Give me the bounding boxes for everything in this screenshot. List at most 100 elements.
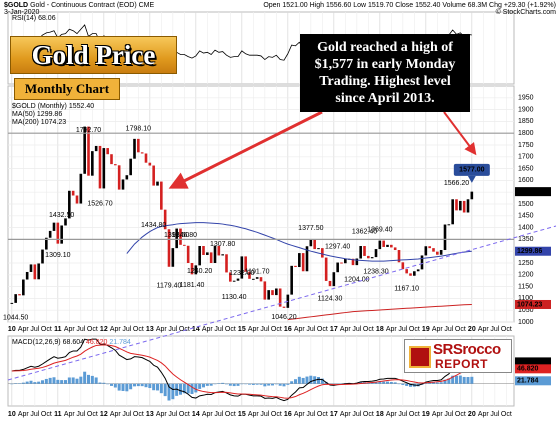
legend-value: 68.06: [38, 15, 56, 22]
candle: [175, 228, 178, 249]
histogram-bar: [386, 381, 389, 384]
histogram-bar: [75, 378, 79, 384]
x-tick-label: 15: [238, 326, 246, 333]
x-tick-label: Jul: [398, 326, 407, 333]
candle: [336, 262, 339, 273]
candle: [213, 246, 217, 263]
histogram-bar: [274, 383, 278, 385]
histogram-bar: [113, 383, 117, 388]
candle: [259, 277, 263, 282]
price-annotation: 1179.40: [157, 283, 182, 290]
histogram-bar: [117, 383, 121, 391]
x-tick-label: 14: [192, 411, 200, 418]
candle: [267, 290, 270, 300]
histogram-bar: [87, 374, 90, 384]
x-tick-label: Apr: [478, 326, 490, 333]
histogram-bar: [278, 383, 282, 386]
y-tick-label: 1250: [518, 260, 534, 267]
legend-value: 21.784: [109, 339, 131, 346]
candle: [294, 265, 297, 268]
price-annotation: 1191.70: [245, 269, 270, 276]
x-tick-label: Jul: [260, 326, 269, 333]
histogram-bar: [240, 383, 244, 385]
candle: [33, 264, 37, 280]
histogram-bar: [190, 383, 194, 395]
price-annotation: 1238.30: [363, 269, 388, 276]
histogram-bar: [424, 383, 428, 384]
x-tick-label: 16: [284, 411, 292, 418]
histogram-bar: [259, 383, 263, 385]
candle: [202, 246, 205, 255]
histogram-bar: [359, 382, 363, 384]
date: 3-Jan-2020: [4, 9, 40, 16]
candle: [87, 126, 90, 176]
histogram-bar: [244, 383, 248, 385]
x-tick-label: Oct: [133, 326, 144, 333]
histogram-bar: [140, 383, 144, 387]
x-tick-label: Oct: [455, 326, 466, 333]
candle: [206, 252, 209, 255]
candle: [91, 151, 94, 176]
x-tick-label: Apr: [18, 326, 30, 333]
candle: [52, 222, 56, 231]
x-tick-label: Oct: [501, 411, 512, 418]
histogram-bar: [171, 383, 175, 400]
y-tick-label: 1850: [518, 118, 534, 125]
x-tick-label: Oct: [317, 326, 328, 333]
logo-badge: [409, 346, 431, 368]
candle: [48, 230, 52, 238]
price-annotation: 1232.00: [229, 270, 254, 277]
histogram-bar: [458, 375, 462, 384]
candle: [133, 138, 136, 159]
macd-box: [515, 364, 551, 374]
candle: [171, 248, 175, 267]
histogram-bar: [205, 383, 209, 386]
histogram-bar: [309, 375, 313, 384]
histogram-bar: [447, 378, 451, 384]
candle: [340, 262, 343, 264]
candle: [68, 190, 71, 219]
x-tick-label: Jul: [444, 326, 453, 333]
candle: [225, 254, 228, 273]
series-line: [287, 303, 472, 321]
y-tick-label: 1750: [518, 142, 534, 149]
x-tick-label: Apr: [248, 411, 260, 418]
candle: [114, 164, 117, 166]
histogram-bar: [10, 383, 14, 385]
x-tick-label: Oct: [225, 411, 236, 418]
logo: SRSrocco REPORT: [404, 339, 512, 373]
x-tick-label: Oct: [271, 326, 282, 333]
macd-box-label: 46.820: [517, 366, 539, 373]
y-tick-label: 1900: [518, 106, 534, 113]
x-tick-label: Jul: [306, 326, 315, 333]
histogram-bar: [301, 377, 305, 384]
histogram-bar: [125, 383, 129, 392]
banner-subtitle: Monthly Chart: [14, 78, 120, 100]
histogram-bar: [428, 382, 432, 384]
candle: [324, 257, 328, 281]
candle: [424, 246, 428, 256]
histogram-bar: [106, 383, 110, 385]
candle: [451, 199, 454, 225]
histogram-bar: [102, 382, 106, 384]
x-tick-label: Apr: [64, 411, 76, 418]
candle: [393, 247, 397, 251]
y-tick-label: 1800: [518, 130, 534, 137]
histogram-bar: [232, 383, 236, 387]
x-tick-label: Apr: [294, 411, 306, 418]
x-tick-label: Apr: [432, 326, 444, 333]
price-box: [515, 246, 551, 256]
candle: [198, 246, 201, 266]
histogram-bar: [228, 383, 232, 386]
legend-value: 1552.40: [69, 103, 94, 110]
candle: [370, 257, 374, 259]
x-tick-label: 11: [54, 411, 62, 418]
histogram-bar: [378, 381, 382, 384]
candle: [144, 153, 148, 163]
candle: [332, 272, 336, 287]
histogram-bar: [251, 383, 255, 385]
macd-box-label: 68.604: [517, 359, 539, 366]
histogram-bar: [182, 383, 186, 394]
histogram-bar: [451, 375, 455, 384]
price-annotation: 1167.10: [394, 285, 419, 292]
